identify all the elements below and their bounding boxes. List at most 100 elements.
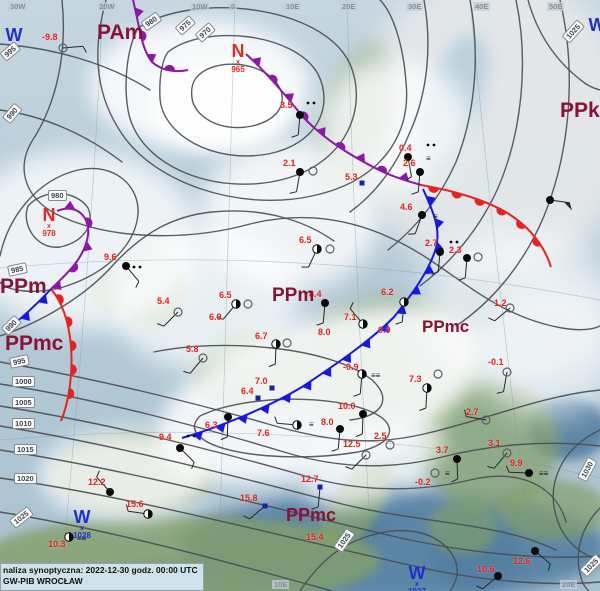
longitude-label: 30E (406, 2, 424, 11)
cold-front-symbol (426, 195, 436, 206)
longitude-label: 20E (340, 2, 358, 11)
station-marker (531, 547, 551, 571)
occluded-front-symbol (316, 127, 326, 137)
station-marker (325, 244, 335, 254)
airmass-label: PAm (97, 21, 144, 44)
isobar (97, 0, 408, 202)
temp-label: 10.0 (338, 401, 356, 411)
cloud-symbol: ≡≡ (371, 371, 381, 380)
cold-front-symbol (237, 414, 248, 424)
occluded-front-symbol (268, 74, 278, 85)
temp-label: 7.0 (255, 376, 268, 386)
graticule-line (0, 431, 600, 479)
station-marker (404, 143, 436, 182)
station-marker (220, 413, 232, 441)
airmass-label: PPmc (5, 332, 64, 355)
station-marker (243, 503, 268, 520)
occluded-front-symbol (284, 93, 294, 103)
warm-front-symbol (65, 316, 73, 328)
temp-label: 12.2 (88, 477, 106, 487)
graticule-line (0, 259, 600, 301)
station-marker (349, 302, 368, 329)
occluded-front-symbol (134, 7, 144, 19)
station-marker (431, 248, 444, 275)
temp-label: 6.5 (299, 235, 312, 245)
isobar (0, 361, 600, 442)
warm-front (420, 184, 552, 268)
cold-front (181, 188, 439, 439)
station-marker (58, 43, 87, 53)
occluded-front-symbol (355, 153, 366, 163)
occluded-front-symbol (64, 200, 76, 210)
station-marker (269, 385, 275, 391)
high-pressure-center: W (5, 25, 23, 45)
isobar (527, 0, 600, 91)
station-marker (385, 440, 395, 450)
temp-label: 4.6 (400, 202, 413, 212)
cloud-symbol: ≡ (426, 154, 431, 163)
warm-front (50, 288, 73, 422)
station-marker (255, 395, 261, 401)
station-marker (430, 468, 440, 478)
temp-label: 7.3 (409, 374, 422, 384)
temp-label: 10.3 (48, 539, 66, 549)
land-turkey (498, 480, 600, 540)
graticule-line (469, 0, 537, 591)
cold-front-symbol (341, 353, 351, 364)
station-marker (216, 299, 241, 320)
station-marker (449, 240, 471, 281)
temp-label: 7.1 (344, 312, 357, 322)
airmass-label: PPm (0, 275, 47, 298)
longitude-label: 10E (284, 2, 302, 11)
isobar (0, 405, 567, 523)
station-marker (311, 484, 323, 510)
temp-label: 2.5 (374, 431, 387, 441)
temp-label: 0.4 (399, 143, 412, 153)
temp-label: 8.0 (318, 327, 331, 337)
station-marker (331, 425, 344, 452)
isobar (0, 425, 557, 551)
cold-front-symbol (322, 367, 332, 377)
isobar-value-label: 980 (48, 190, 67, 202)
isobar (193, 398, 391, 458)
isobar (577, 507, 600, 591)
station-marker (395, 297, 409, 325)
station-marker (496, 367, 512, 394)
cold-front-symbol (424, 264, 435, 275)
isobar-value-label: 1000 (12, 376, 35, 388)
temp-label: 5.8 (186, 344, 199, 354)
graticule-line (59, 0, 104, 591)
station-marker (64, 532, 74, 542)
isobar (190, 63, 283, 129)
temp-label: 9.9 (510, 458, 523, 468)
temp-label: 9.4 (159, 432, 172, 442)
airmass-label: PPk (560, 99, 600, 122)
occluded-front-symbol (376, 165, 388, 174)
isobar (387, 0, 476, 251)
temp-label: 6.3 (205, 420, 218, 430)
cloud-region (320, 60, 470, 190)
occluded-front-symbol (69, 262, 79, 273)
station-marker (353, 369, 367, 397)
warm-front-symbol (70, 340, 77, 352)
temp-label: 6.7 (255, 331, 268, 341)
isobar (0, 383, 600, 467)
station-marker (345, 450, 371, 470)
cloud-symbol: ≡≡ (539, 469, 549, 478)
isobar-value-label: 1005 (12, 397, 35, 409)
warm-front-symbol (451, 191, 463, 199)
cold-front-symbol (215, 423, 226, 433)
warm-front-symbol (55, 294, 64, 305)
temp-label: 5.4 (157, 296, 170, 306)
temp-label: 0.9 (378, 325, 391, 335)
temp-label: 9.6 (104, 252, 117, 262)
station-marker (359, 180, 365, 186)
temp-label: 3.5 (280, 100, 293, 110)
temp-label: 2.7 (466, 407, 479, 417)
station-marker (301, 244, 322, 268)
occluded-front-symbol (164, 64, 175, 72)
longitude-label: 0 (229, 2, 238, 11)
temp-label: 10.6 (477, 564, 495, 574)
